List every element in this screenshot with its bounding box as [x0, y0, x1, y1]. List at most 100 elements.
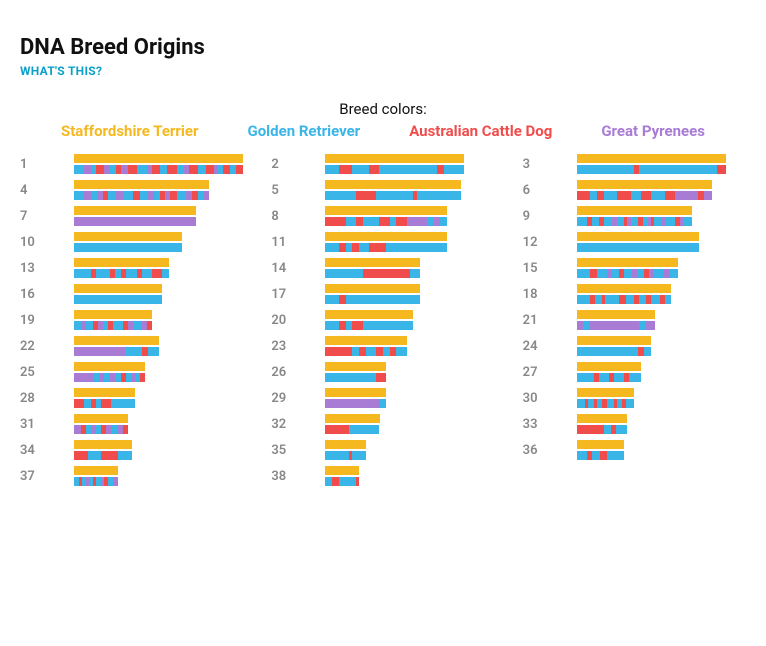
chromosome-bar — [74, 295, 162, 304]
breed-segment — [607, 399, 614, 408]
breed-segment — [128, 165, 136, 174]
breed-segment — [379, 217, 389, 226]
breed-segment — [654, 217, 661, 226]
breed-segment — [577, 321, 584, 330]
breed-segment — [352, 243, 359, 252]
breed-segment — [74, 399, 84, 408]
chromosome-label: 29 — [271, 391, 325, 406]
chromosome: 19 — [20, 310, 243, 330]
chromosome-bars — [325, 180, 494, 200]
breed-segment — [325, 440, 366, 449]
breed-segment — [577, 180, 712, 189]
breed-segment — [74, 347, 125, 356]
chromosome-bar — [577, 180, 712, 189]
chromosome-bar — [577, 243, 699, 252]
breed-segment — [396, 217, 406, 226]
chromosome-label: 2 — [271, 157, 325, 172]
chromosome-bars — [74, 154, 243, 174]
breed-segment — [74, 362, 145, 371]
chromosome: 24 — [523, 336, 746, 356]
chromosome-bar — [74, 336, 159, 345]
chromosome-bar — [325, 269, 420, 278]
chromosome-label: 24 — [523, 339, 577, 354]
chromosome-column: 25811141720232629323538 — [271, 154, 494, 492]
breed-segment — [376, 347, 383, 356]
whats-this-link[interactable]: WHAT'S THIS? — [20, 64, 746, 78]
chromosome: 7 — [20, 206, 243, 226]
chromosome-bar — [325, 232, 447, 241]
breed-segment — [74, 269, 91, 278]
chromosome-bars — [325, 206, 494, 226]
chromosome-bar — [325, 206, 447, 215]
chromosome-bar — [74, 258, 169, 267]
chromosome-bar — [577, 347, 652, 356]
chromosome: 3 — [523, 154, 746, 174]
chromosome-bar — [325, 284, 420, 293]
chromosome-bar — [325, 243, 447, 252]
chromosome-bar — [577, 440, 624, 449]
chromosome-bar — [325, 477, 359, 486]
chromosome-bar — [74, 284, 162, 293]
breed-segment — [325, 414, 379, 423]
legend-item: Golden Retriever — [247, 122, 360, 140]
breed-segment — [577, 310, 655, 319]
chromosome-bar — [325, 154, 464, 163]
chromosome-bars — [325, 232, 494, 252]
chromosome-bar — [74, 191, 209, 200]
breed-segment — [91, 191, 98, 200]
chromosome-bar — [325, 399, 386, 408]
chromosome: 35 — [271, 440, 494, 460]
chromosome-bar — [74, 388, 135, 397]
chromosome-bar — [577, 362, 641, 371]
breed-segment — [96, 165, 104, 174]
chromosome: 16 — [20, 284, 243, 304]
chromosome-bars — [325, 466, 494, 486]
chromosome-bar — [74, 477, 118, 486]
chromosome-bar — [577, 399, 635, 408]
chromosome-bars — [577, 154, 746, 174]
chromosome: 12 — [523, 232, 746, 252]
chromosome-label: 13 — [20, 261, 74, 276]
chromosome: 29 — [271, 388, 494, 408]
breed-segment — [651, 191, 665, 200]
breed-segment — [390, 347, 397, 356]
chromosome: 18 — [523, 284, 746, 304]
breed-segment — [162, 269, 169, 278]
chromosome-label: 6 — [523, 183, 577, 198]
breed-segment — [363, 217, 380, 226]
chromosome-bar — [74, 165, 243, 174]
breed-segment — [148, 347, 158, 356]
breed-segment — [339, 295, 346, 304]
breed-segment — [600, 451, 607, 460]
breed-segment — [74, 440, 132, 449]
breed-segment — [325, 388, 386, 397]
chromosome-bar — [74, 414, 128, 423]
page-title: DNA Breed Origins — [20, 35, 746, 60]
breed-segment — [356, 477, 359, 486]
breed-segment — [325, 362, 386, 371]
breed-segment — [74, 336, 159, 345]
chromosome: 5 — [271, 180, 494, 200]
chromosome-bars — [577, 284, 746, 304]
breed-segment — [638, 347, 645, 356]
breed-segment — [383, 347, 390, 356]
breed-segment — [74, 258, 169, 267]
chromosome: 37 — [20, 466, 243, 486]
chromosome: 38 — [271, 466, 494, 486]
chromosome-bars — [74, 206, 243, 226]
breed-segment — [339, 243, 346, 252]
breed-segment — [407, 217, 427, 226]
breed-segment — [396, 347, 406, 356]
breed-segment — [607, 451, 624, 460]
chromosome: 1 — [20, 154, 243, 174]
breed-segment — [198, 165, 206, 174]
breed-segment — [675, 191, 699, 200]
breed-segment — [74, 243, 182, 252]
chromosome-label: 35 — [271, 443, 325, 458]
chromosome-label: 8 — [271, 209, 325, 224]
breed-segment — [84, 191, 91, 200]
chromosome-bar — [325, 180, 460, 189]
legend-item: Great Pyrenees — [601, 122, 705, 140]
chromosome-bar — [325, 258, 420, 267]
breed-segment — [74, 373, 94, 382]
